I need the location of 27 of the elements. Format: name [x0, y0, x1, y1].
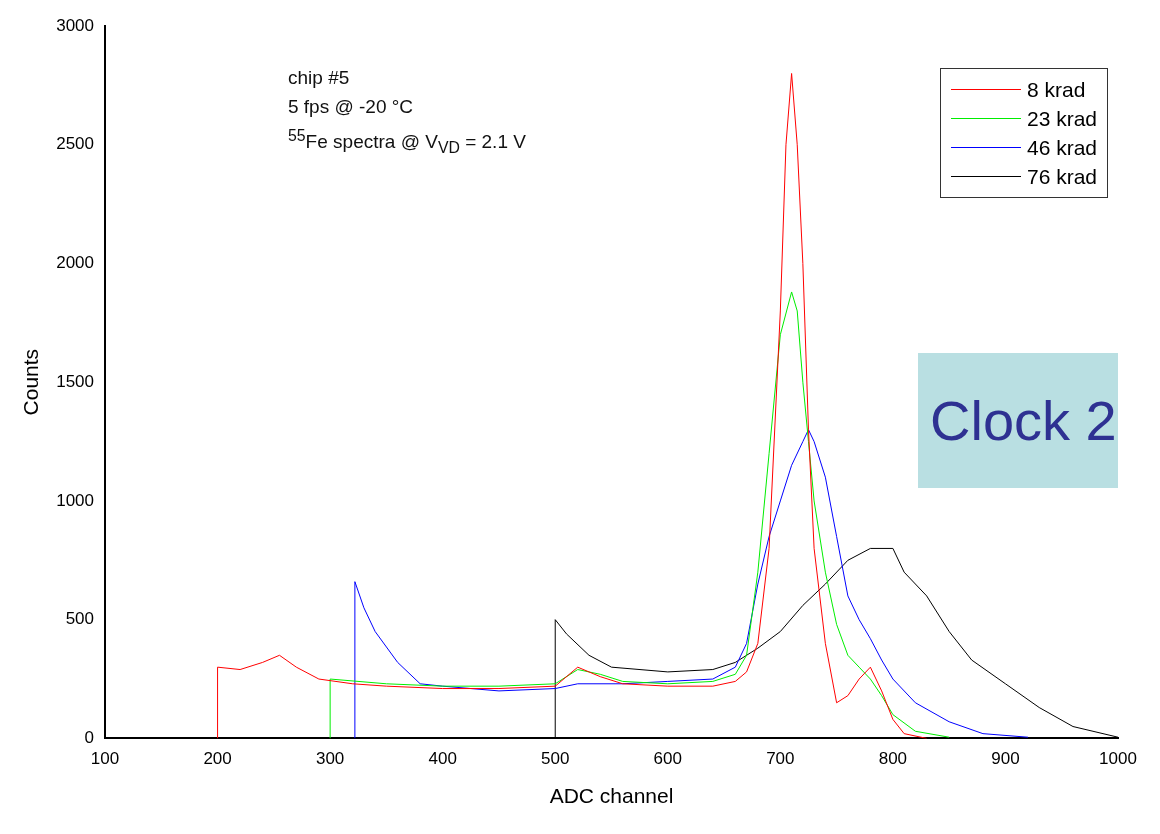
x-axis-title: ADC channel: [549, 784, 674, 808]
x-tick-label: 400: [428, 749, 457, 769]
x-tick-label: 200: [203, 749, 232, 769]
annotation: Clock 2: [918, 353, 1118, 488]
annotation: chip #5: [288, 66, 351, 90]
y-tick-label: 3000: [56, 15, 95, 35]
y-tick-label: 500: [65, 609, 95, 629]
y-tick-label: 2500: [56, 134, 95, 154]
y-tick-label: 0: [84, 728, 95, 748]
annotation: $^{55}$Fe spectra @ V$_{VD}$ = 2.1 V: [288, 126, 526, 159]
legend-label: 8 krad: [1026, 77, 1086, 102]
x-tick-label: 100: [90, 749, 120, 769]
x-tick-label: 300: [315, 749, 345, 769]
x-tick-label: 800: [878, 749, 908, 769]
y-axis-title: Counts: [19, 348, 43, 416]
annotation: 5 fps @ -20 °C: [288, 95, 415, 119]
legend-label: 23 krad: [1026, 106, 1097, 131]
x-tick-label: 1000: [1099, 749, 1137, 769]
y-tick-label: 1500: [56, 371, 95, 391]
x-tick-label: 900: [991, 749, 1020, 769]
legend-label: 76 krad: [1026, 164, 1097, 189]
legend-label: 46 krad: [1026, 135, 1097, 160]
y-tick-label: 1000: [56, 490, 95, 510]
x-tick-label: 700: [766, 749, 795, 769]
x-tick-label: 600: [653, 749, 682, 769]
x-tick-label: 500: [541, 749, 570, 769]
y-tick-label: 2000: [56, 253, 95, 273]
